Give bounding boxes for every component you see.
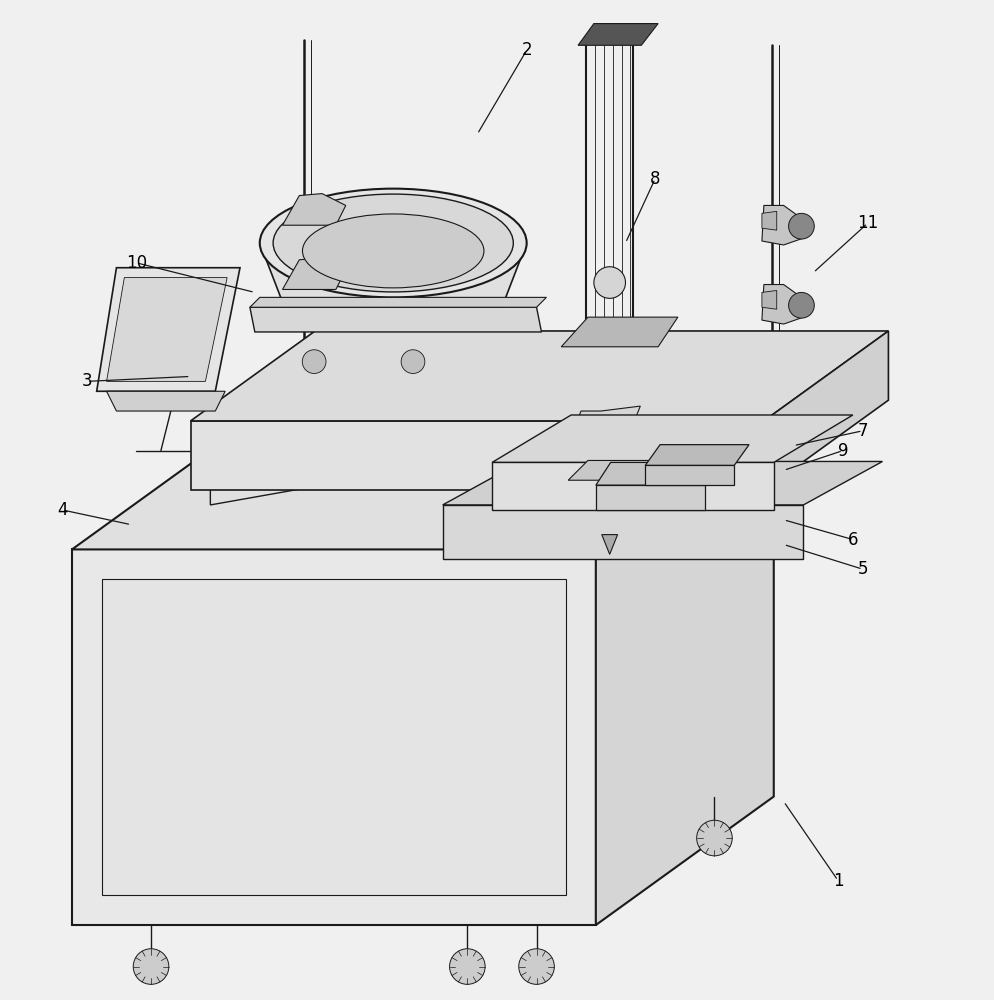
Circle shape bbox=[697, 820, 733, 856]
Ellipse shape bbox=[273, 194, 513, 292]
Polygon shape bbox=[259, 243, 527, 307]
Polygon shape bbox=[191, 421, 763, 490]
Text: 11: 11 bbox=[857, 214, 879, 232]
Polygon shape bbox=[645, 465, 735, 485]
Text: 4: 4 bbox=[57, 501, 68, 519]
Circle shape bbox=[302, 350, 326, 373]
Text: 1: 1 bbox=[833, 872, 843, 890]
Polygon shape bbox=[762, 205, 803, 245]
Circle shape bbox=[519, 949, 555, 984]
Polygon shape bbox=[645, 445, 749, 465]
Polygon shape bbox=[442, 505, 803, 559]
Text: 8: 8 bbox=[650, 170, 660, 188]
Polygon shape bbox=[442, 461, 883, 505]
Polygon shape bbox=[569, 460, 668, 480]
Circle shape bbox=[788, 213, 814, 239]
Polygon shape bbox=[572, 406, 640, 436]
Polygon shape bbox=[106, 391, 226, 411]
Text: 9: 9 bbox=[838, 442, 848, 460]
Polygon shape bbox=[492, 462, 773, 510]
Polygon shape bbox=[579, 24, 658, 45]
Polygon shape bbox=[249, 297, 547, 307]
Polygon shape bbox=[282, 194, 346, 225]
Polygon shape bbox=[601, 535, 617, 554]
Polygon shape bbox=[595, 421, 773, 925]
Polygon shape bbox=[762, 290, 776, 309]
Polygon shape bbox=[595, 485, 705, 510]
Polygon shape bbox=[72, 421, 773, 549]
Circle shape bbox=[449, 949, 485, 984]
Polygon shape bbox=[72, 549, 595, 925]
Polygon shape bbox=[595, 462, 720, 485]
Circle shape bbox=[133, 949, 169, 984]
Polygon shape bbox=[282, 258, 346, 289]
Polygon shape bbox=[249, 307, 542, 332]
Polygon shape bbox=[762, 211, 776, 230]
Text: 3: 3 bbox=[82, 372, 92, 390]
Text: 10: 10 bbox=[125, 254, 147, 272]
Ellipse shape bbox=[259, 189, 527, 297]
Polygon shape bbox=[762, 285, 803, 324]
Text: 7: 7 bbox=[858, 422, 868, 440]
Polygon shape bbox=[492, 415, 853, 462]
Circle shape bbox=[593, 267, 625, 298]
Polygon shape bbox=[763, 331, 889, 490]
Polygon shape bbox=[191, 331, 889, 421]
Polygon shape bbox=[562, 317, 678, 347]
Ellipse shape bbox=[302, 214, 484, 288]
Polygon shape bbox=[101, 579, 567, 895]
Circle shape bbox=[788, 292, 814, 318]
Text: 2: 2 bbox=[521, 41, 532, 59]
Polygon shape bbox=[106, 278, 228, 381]
Text: 5: 5 bbox=[858, 560, 868, 578]
Text: 6: 6 bbox=[848, 531, 858, 549]
Polygon shape bbox=[96, 268, 240, 391]
Circle shape bbox=[402, 350, 424, 373]
